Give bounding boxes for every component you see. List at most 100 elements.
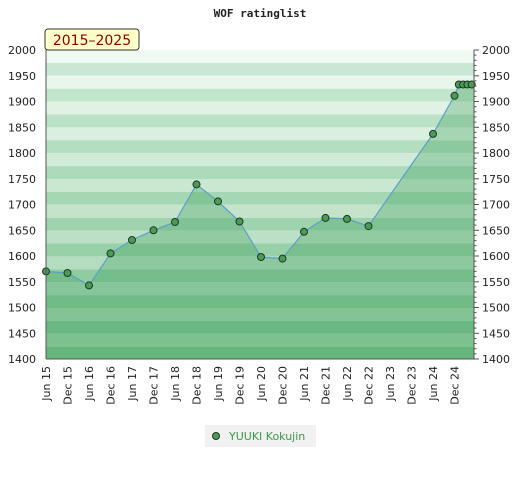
data-point	[214, 197, 222, 206]
data-point	[278, 254, 287, 263]
background-band	[46, 333, 474, 347]
background-band	[46, 140, 474, 154]
x-tick-label: Jun 24	[427, 366, 440, 402]
y-tick-label-left: 1950	[8, 70, 36, 83]
y-tick-label-left: 1750	[8, 173, 36, 186]
data-point	[171, 218, 179, 226]
data-point	[429, 129, 437, 138]
x-tick-label: Dec 21	[320, 366, 333, 405]
background-band	[46, 179, 474, 192]
y-tick-label-left: 1650	[8, 224, 36, 237]
y-tick-labels-right: 1400 1450 1500 1550 1600 1650 1700 1750 1800 1850…	[482, 44, 510, 366]
data-point	[257, 253, 265, 261]
y-tick-label-left: 2000	[8, 44, 36, 57]
data-point	[192, 180, 201, 189]
axes-layer	[45, 49, 479, 360]
x-tick-label: Jun 19	[212, 366, 225, 402]
chart-title: WOF ratinglist	[214, 7, 307, 20]
data-point	[106, 249, 115, 258]
background-band	[46, 50, 474, 63]
x-tick-label: Jun 15	[40, 366, 53, 402]
background-band	[46, 295, 474, 308]
data-point	[63, 269, 72, 277]
y-tick-label-right: 1550	[482, 276, 510, 289]
background-band	[46, 127, 474, 141]
data-point	[343, 214, 351, 223]
x-tick-label: Dec 17	[148, 366, 161, 405]
data-point	[85, 281, 93, 290]
y-tick-label-right: 1400	[482, 353, 510, 366]
legend-marker	[212, 432, 220, 440]
background-band	[46, 346, 474, 359]
y-tick-label-left: 1850	[8, 121, 36, 134]
background-band	[46, 282, 474, 296]
y-tick-label-left: 1700	[8, 199, 36, 212]
data-point	[128, 236, 136, 244]
y-tick-labels-left: 1400 1450 1500 1550 1600 1650 1700 1750 1800 1850…	[8, 44, 36, 366]
data-point	[450, 91, 459, 100]
y-tick-label-right: 1600	[482, 250, 510, 263]
background-band	[46, 269, 474, 283]
y-tick-label-right: 1450	[482, 327, 510, 340]
background-band	[46, 166, 474, 179]
data-point	[300, 227, 308, 236]
background-band	[46, 243, 474, 257]
x-tick-label: Dec 19	[234, 366, 247, 405]
y-tick-label-left: 1900	[8, 96, 36, 109]
data-point	[235, 217, 244, 226]
x-tick-label: Dec 15	[62, 366, 75, 405]
background-band	[46, 62, 474, 76]
x-tick-label: Dec 18	[191, 366, 204, 405]
x-tick-label: Jun 16	[83, 366, 96, 402]
background-band	[46, 75, 474, 89]
background-band	[46, 88, 474, 102]
x-tick-label: Jun 18	[169, 366, 182, 402]
x-tick-label: Dec 16	[105, 366, 118, 405]
y-tick-label-right: 1950	[482, 70, 510, 83]
background-band	[46, 191, 474, 205]
series-line	[45, 83, 472, 287]
x-tick-labels: Jun 15 Dec 15 Jun 16 Dec 16 Jun 17 Dec 17 Jun …	[40, 366, 462, 405]
points-layer	[42, 80, 476, 290]
y-tick-label-right: 1850	[482, 121, 510, 134]
legend: YUUKI Kokujin	[205, 425, 316, 447]
background-band	[46, 256, 474, 270]
data-point	[364, 222, 373, 231]
background-band	[46, 114, 474, 128]
y-tick-label-left: 1400	[8, 353, 36, 366]
background-band	[46, 204, 474, 218]
x-tick-label: Jun 23	[384, 366, 397, 402]
period-badge-label: 2015–2025	[53, 33, 131, 49]
y-tick-label-left: 1500	[8, 302, 36, 315]
y-tick-label-left: 1550	[8, 276, 36, 289]
area-layer	[46, 84, 474, 359]
series-area	[46, 84, 474, 359]
background-band	[46, 308, 474, 321]
y-tick-label-left: 1600	[8, 250, 36, 263]
legend-series-label: YUUKI Kokujin	[228, 430, 305, 443]
y-tick-label-right: 1800	[482, 147, 510, 160]
background-band	[46, 101, 474, 115]
data-point	[149, 226, 158, 235]
y-tick-label-right: 1900	[482, 96, 510, 109]
x-tick-label: Jun 20	[255, 366, 268, 402]
background-band	[46, 153, 474, 167]
y-tick-label-right: 1500	[482, 302, 510, 315]
y-tick-label-right: 1650	[482, 224, 510, 237]
data-point	[321, 213, 330, 222]
x-tick-label: Dec 20	[277, 366, 290, 405]
x-tick-label: Dec 22	[363, 366, 376, 405]
x-tick-label: Dec 24	[449, 366, 462, 405]
x-tick-label: Jun 22	[341, 366, 354, 402]
background-band	[46, 320, 474, 334]
period-badge: 2015–2025	[44, 28, 140, 51]
y-tick-label-right: 1750	[482, 173, 510, 186]
y-tick-label-right: 2000	[482, 44, 510, 57]
data-point	[467, 80, 476, 89]
x-tick-label: Jun 17	[126, 366, 139, 402]
y-tick-label-right: 1700	[482, 199, 510, 212]
y-tick-label-left: 1800	[8, 147, 36, 160]
y-tick-label-left: 1450	[8, 327, 36, 340]
x-tick-label: Jun 21	[298, 366, 311, 402]
